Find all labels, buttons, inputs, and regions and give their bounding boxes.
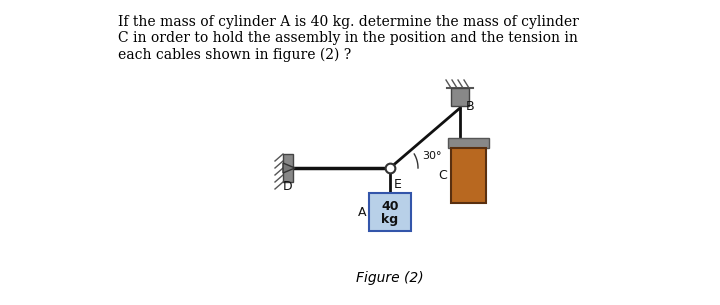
Text: D: D (283, 180, 292, 193)
Text: C: C (438, 169, 447, 182)
Bar (369, 193, 411, 231)
Bar (448, 138, 489, 148)
Text: A: A (358, 206, 366, 218)
Text: Figure (2): Figure (2) (356, 271, 424, 285)
Bar (451, 148, 486, 203)
Text: 30°: 30° (422, 151, 441, 161)
Text: B: B (466, 100, 474, 113)
Polygon shape (283, 163, 295, 173)
Bar (283, 154, 293, 182)
Text: kg: kg (382, 213, 399, 226)
Text: If the mass of cylinder A is 40 kg. determine the mass of cylinder
C in order to: If the mass of cylinder A is 40 kg. dete… (118, 15, 579, 62)
Text: 40: 40 (382, 200, 399, 213)
Text: E: E (394, 178, 402, 191)
Bar (451, 88, 469, 106)
